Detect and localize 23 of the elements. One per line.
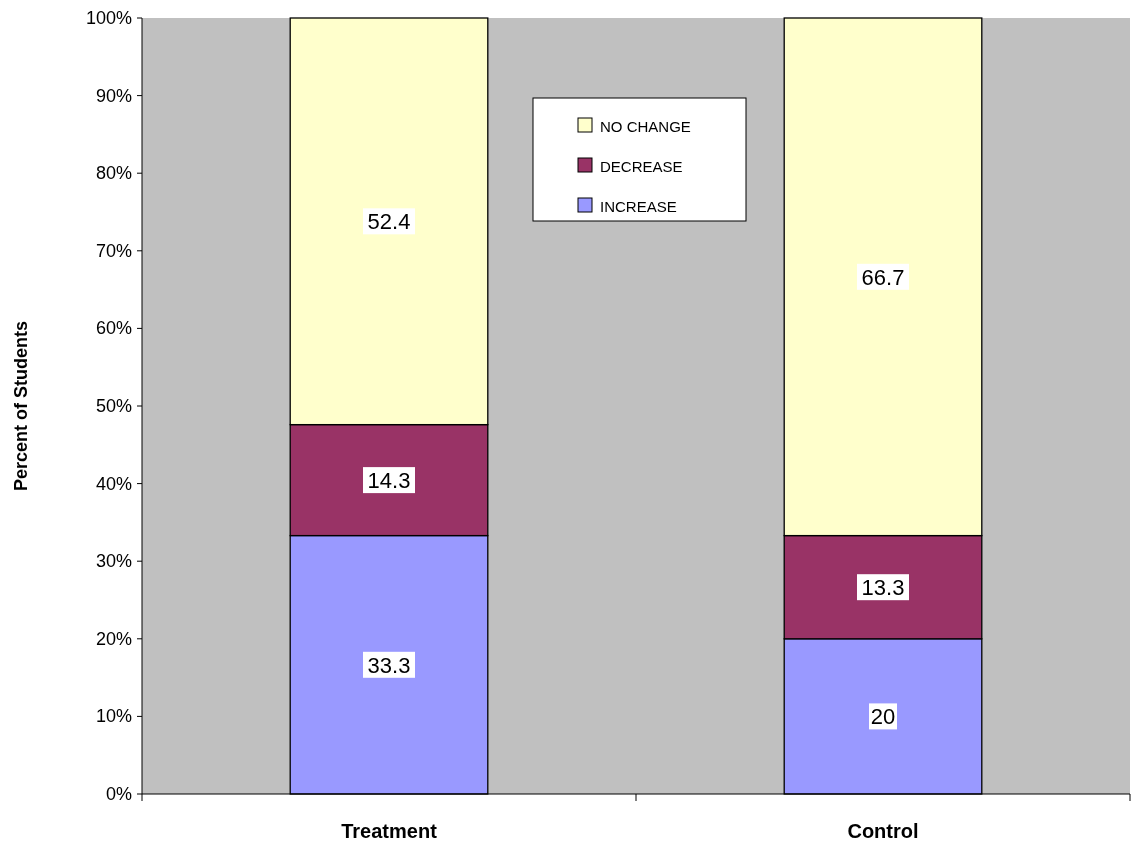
data-label: 20 [870,704,896,730]
y-tick-label: 0% [105,784,132,804]
legend-label: NO CHANGE [600,118,691,135]
y-tick-label: 20% [95,628,132,649]
data-label: 66.7 [861,264,905,290]
y-tick-label: 100% [85,8,132,28]
y-tick-label: 70% [95,240,132,261]
x-tick-label: Treatment [341,820,438,842]
y-axis-title: Percent of Students [11,320,31,492]
y-tick-label: 10% [95,706,132,727]
data-label: 13.3 [861,575,905,601]
x-tick-label: Control [847,820,919,842]
data-label: 14.3 [367,468,411,494]
y-tick-label: 80% [95,163,132,184]
y-tick-label: 40% [95,473,132,494]
legend-label: INCREASE [600,198,677,215]
data-label: 33.3 [367,652,411,678]
y-tick-label: 60% [95,318,132,339]
y-tick-label: 30% [95,551,132,572]
legend-label: DECREASE [600,158,683,175]
y-tick-label: 50% [95,396,132,416]
data-label: 52.4 [367,209,411,235]
y-tick-label: 90% [95,85,132,106]
